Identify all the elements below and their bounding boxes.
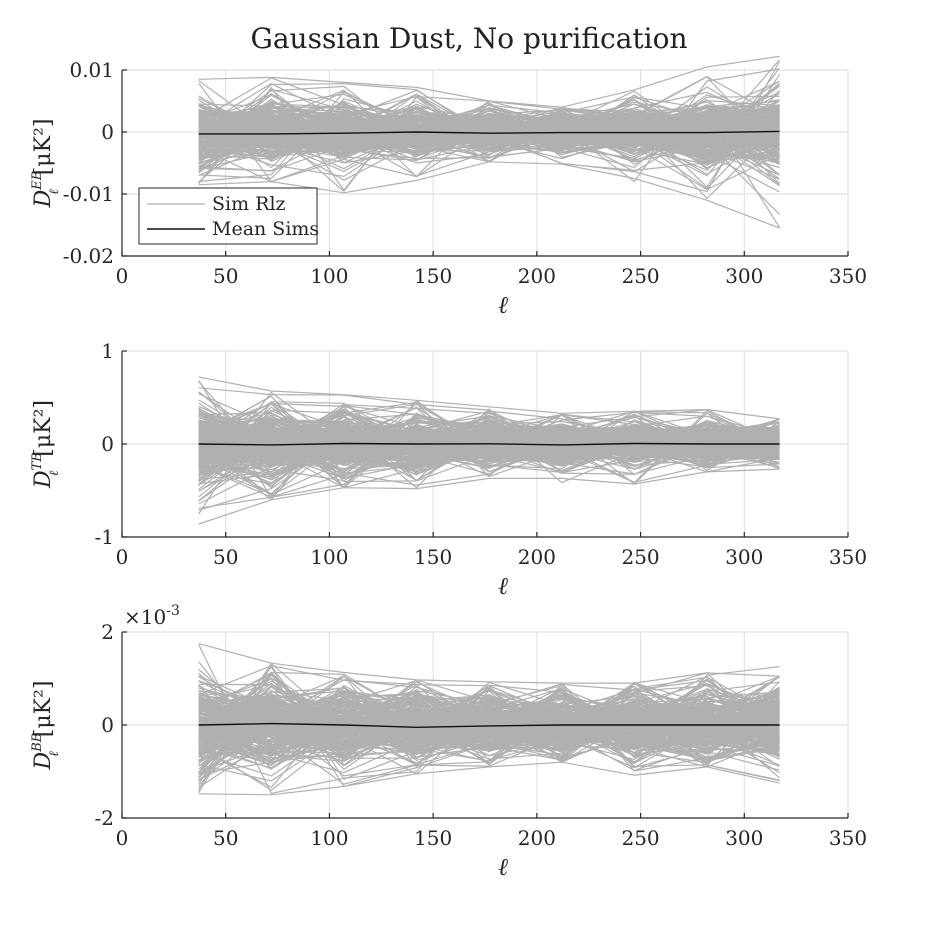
sim-line — [198, 691, 780, 787]
sim-line — [198, 761, 780, 796]
legend-box — [138, 187, 318, 245]
chart-title: Gaussian Dust, No purification — [250, 22, 687, 55]
x-tick-label: 0 — [116, 264, 129, 288]
sim-realizations — [198, 643, 780, 796]
x-tick-label: 50 — [213, 826, 238, 850]
y-tick-label: -0.01 — [63, 182, 114, 206]
sim-line — [198, 718, 780, 770]
y-tick-label: 1 — [101, 339, 114, 363]
x-axis-label: ℓ — [498, 572, 508, 600]
x-tick-label: 50 — [213, 264, 238, 288]
sim-line — [198, 680, 780, 755]
sim-line — [198, 697, 780, 748]
sim-line — [198, 701, 780, 739]
legend: Sim Rlz Mean Sims — [138, 187, 319, 245]
sim-line — [198, 687, 780, 754]
x-tick-label: 250 — [621, 545, 659, 569]
sim-line — [198, 117, 780, 175]
sim-line — [198, 686, 780, 775]
panel-EB: 0 50 100 150 200 250 300 350 -0.02 -0.01 0 0.01 ℓ DEB… — [30, 55, 867, 319]
x-tick-label: 300 — [725, 545, 763, 569]
x-tick-label: 0 — [116, 826, 129, 850]
sim-line — [198, 682, 780, 756]
y-exponent-label: ×10-3 — [124, 603, 180, 629]
sim-line — [198, 55, 780, 108]
legend-label: Mean Sims — [212, 218, 319, 240]
sim-line — [198, 468, 780, 525]
sim-line — [198, 108, 780, 147]
y-axis-label: DBBℓ[μK²] — [30, 681, 62, 771]
y-axis-label: DEBℓ[μK²] — [30, 119, 62, 209]
x-tick-label: 100 — [310, 545, 348, 569]
sim-line — [198, 423, 780, 455]
x-tick-label: 200 — [518, 545, 556, 569]
mean-sims-line — [198, 722, 780, 729]
y-tick-label: 0.01 — [69, 58, 114, 82]
y-tick-label: -1 — [95, 525, 114, 549]
y-tick-label: 0 — [101, 432, 114, 456]
y-tick-label: -2 — [95, 806, 114, 830]
sim-line — [198, 103, 780, 143]
y-tick-label: 2 — [101, 620, 114, 644]
sim-line — [198, 643, 780, 684]
x-tick-label: 100 — [310, 826, 348, 850]
sim-line — [198, 88, 780, 173]
sim-line — [198, 376, 780, 420]
sim-line — [198, 115, 780, 155]
x-tick-label: 200 — [518, 264, 556, 288]
sim-line — [198, 106, 780, 164]
x-axis-label: ℓ — [498, 291, 508, 319]
sim-line — [198, 424, 780, 454]
x-tick-label: 350 — [829, 264, 867, 288]
sim-line — [198, 413, 780, 509]
x-tick-label: 250 — [621, 826, 659, 850]
x-axis-label: ℓ — [498, 853, 508, 881]
x-tick-label: 350 — [829, 545, 867, 569]
sim-line — [198, 699, 780, 753]
x-tick-label: 300 — [725, 826, 763, 850]
sim-line — [198, 679, 780, 785]
y-tick-label: -0.02 — [63, 244, 114, 268]
mean-sims-line — [198, 130, 780, 135]
sim-line — [198, 407, 780, 473]
sim-line — [198, 701, 780, 745]
sim-line — [198, 120, 780, 163]
sim-line — [198, 109, 780, 186]
x-tick-label: 100 — [310, 264, 348, 288]
x-tick-label: 150 — [414, 545, 452, 569]
sim-line — [198, 111, 780, 164]
x-tick-label: 150 — [414, 826, 452, 850]
x-tick-label: 350 — [829, 826, 867, 850]
mean-sims-line — [198, 442, 780, 446]
sim-line — [198, 684, 780, 759]
sim-line — [198, 433, 780, 461]
x-tick-label: 300 — [725, 264, 763, 288]
legend-label: Sim Rlz — [212, 193, 286, 215]
sim-line — [198, 161, 780, 229]
sim-line — [198, 118, 780, 146]
x-tick-label: 250 — [621, 264, 659, 288]
y-axis-label: DTBℓ[μK²] — [30, 400, 62, 489]
sim-line — [198, 702, 780, 762]
x-tick-label: 150 — [414, 264, 452, 288]
sim-line — [198, 387, 780, 483]
sim-line — [198, 432, 780, 485]
sim-line — [198, 412, 780, 495]
x-tick-label: 0 — [116, 545, 129, 569]
x-tick-label: 200 — [518, 826, 556, 850]
sim-line — [198, 423, 780, 482]
sim-realizations — [198, 376, 780, 525]
sim-line — [198, 424, 780, 480]
x-tick-label: 50 — [213, 545, 238, 569]
y-tick-label: 0 — [101, 713, 114, 737]
sim-line — [198, 101, 780, 151]
y-tick-label: 0 — [101, 120, 114, 144]
sim-line — [198, 433, 780, 476]
